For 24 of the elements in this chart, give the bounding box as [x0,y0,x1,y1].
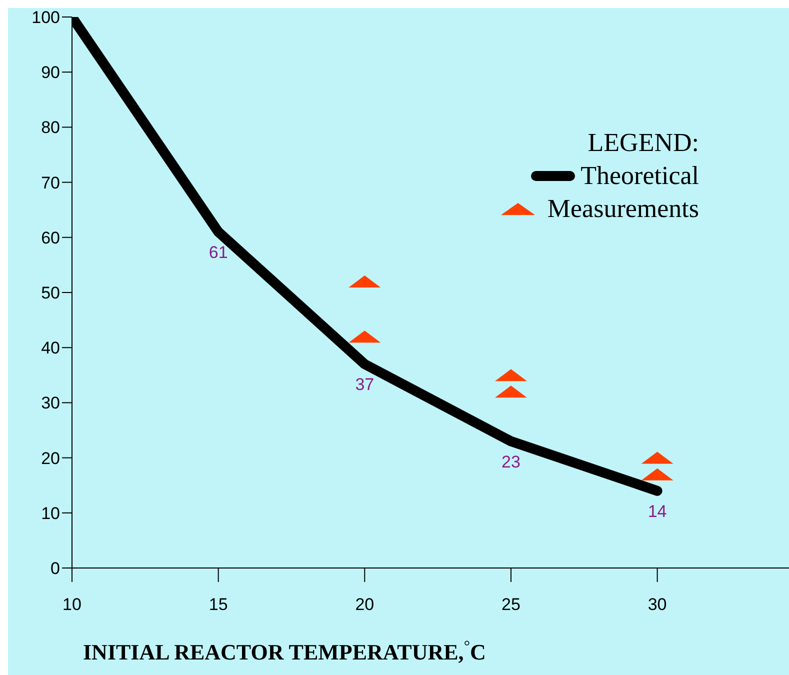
x-axis-title: INITIAL REACTOR TEMPERATURE,$^{°}$C [83,638,486,664]
x-tick-label: 20 [355,595,374,614]
y-tick-label: 100 [32,8,60,28]
data-label: 37 [355,375,374,394]
y-tick-label: 0 [50,559,60,578]
data-label: 61 [208,242,228,262]
y-tick-label: 60 [41,228,60,248]
x-tick-label: 25 [502,595,520,614]
y-tick-label: 50 [41,284,60,303]
y-tick-label: 40 [41,338,60,358]
data-label: 23 [502,452,520,472]
y-tick-label: 70 [41,173,60,192]
legend-label: Theoretical [580,160,699,192]
y-tick-label: 80 [41,118,60,138]
legend-title: LEGEND: [586,127,699,159]
x-tick-label: 15 [208,595,228,614]
y-tick-label: 20 [41,448,60,468]
y-tick-label: 10 [41,504,60,523]
x-tick-label: 30 [648,595,667,614]
x-tick-label: 10 [62,595,82,614]
y-tick-label: 90 [41,63,60,82]
y-tick-label: 30 [41,394,60,413]
legend-label: Measurements [547,193,699,225]
data-label: 14 [648,502,667,521]
